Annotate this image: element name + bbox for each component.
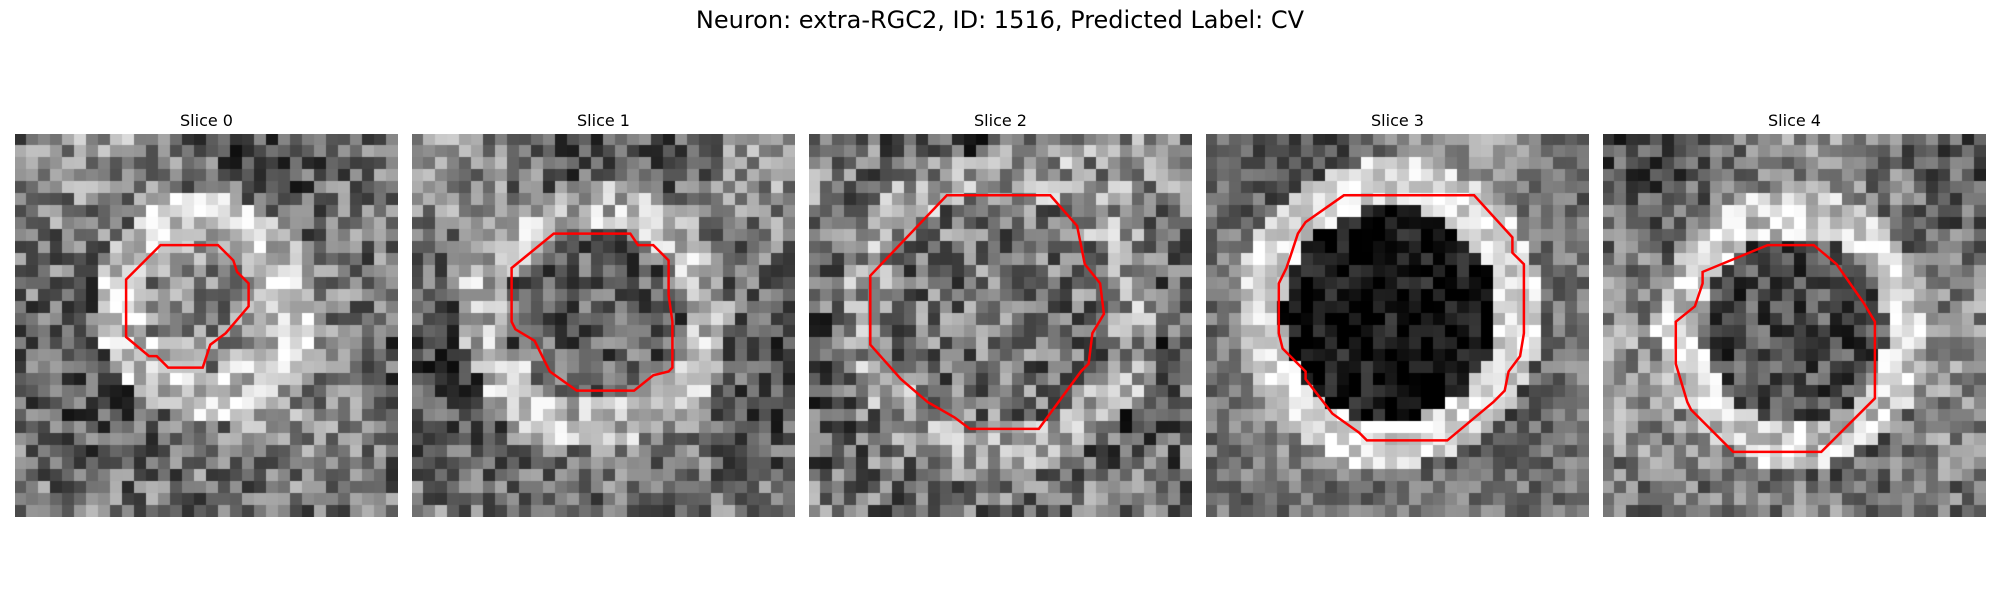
cell-contour — [510, 232, 674, 392]
slice-panel-2: Slice 2 — [809, 108, 1192, 517]
slice-title: Slice 4 — [1768, 111, 1821, 130]
cell-contour — [1277, 194, 1526, 442]
contour-overlay — [869, 194, 1106, 431]
slice-panel-0: Slice 0 — [15, 108, 398, 517]
figure-title: Neuron: extra-RGC2, ID: 1516, Predicted … — [695, 6, 1305, 34]
slice-title: Slice 3 — [1371, 111, 1424, 130]
slice-image — [1206, 134, 1589, 517]
slice-image — [1603, 134, 1986, 517]
contour-overlay — [1674, 243, 1877, 454]
slice-image — [809, 134, 1192, 517]
contour-overlay — [510, 232, 674, 392]
slice-title: Slice 1 — [577, 111, 630, 130]
slice-image — [412, 134, 795, 517]
slice-title: Slice 0 — [180, 111, 233, 130]
cell-contour — [124, 243, 250, 369]
slice-panel-1: Slice 1 — [412, 108, 795, 517]
cell-contour — [1674, 243, 1877, 454]
slice-image — [15, 134, 398, 517]
slice-panel-3: Slice 3 — [1206, 108, 1589, 517]
slice-title: Slice 2 — [974, 111, 1027, 130]
slice-panel-4: Slice 4 — [1603, 108, 1986, 517]
contour-overlay — [124, 243, 250, 369]
contour-overlay — [1277, 194, 1526, 442]
cell-contour — [869, 194, 1106, 431]
